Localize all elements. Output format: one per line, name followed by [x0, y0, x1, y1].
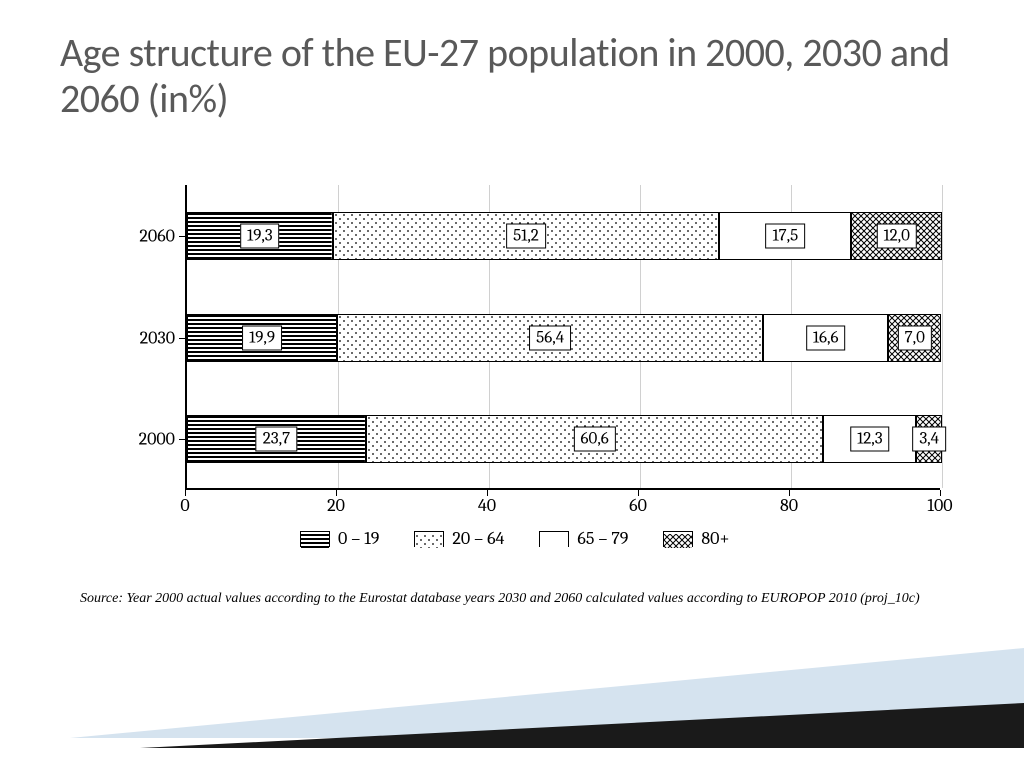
data-label: 17,5	[765, 223, 805, 248]
y-category-label: 2060	[139, 225, 175, 246]
legend: 0 – 19 20 – 64 65 – 79 80+	[300, 528, 729, 549]
x-tick-label: 40	[478, 495, 496, 516]
legend-item: 65 – 79	[539, 528, 628, 549]
data-label: 12,0	[876, 223, 916, 248]
x-tick-mark	[789, 490, 790, 496]
bar-segment: 60,6	[366, 415, 824, 463]
source-note: Source: Year 2000 actual values accordin…	[80, 590, 950, 608]
legend-swatch	[539, 531, 569, 547]
x-tick-mark	[185, 490, 186, 496]
x-tick-label: 0	[180, 495, 189, 516]
y-category-label: 2000	[139, 429, 175, 450]
bar-segment: 12,0	[851, 212, 942, 260]
bar-segment: 12,3	[823, 415, 916, 463]
plot-area: 19,3 51,2 17,5 12,0 19,9 56,4 16,6 7,0 23,7 60,6 1…	[185, 185, 940, 490]
legend-item: 20 – 64	[414, 528, 504, 549]
legend-item: 0 – 19	[300, 528, 379, 549]
data-label: 51,2	[506, 223, 546, 248]
data-label: 19,3	[240, 223, 280, 248]
x-tick-label: 80	[780, 495, 798, 516]
legend-label: 80+	[701, 528, 729, 549]
bar-row: 19,9 56,4 16,6 7,0	[187, 314, 940, 362]
bar-segment: 17,5	[719, 212, 851, 260]
legend-swatch	[414, 531, 444, 547]
chart: 19,3 51,2 17,5 12,0 19,9 56,4 16,6 7,0 23,7 60,6 1…	[130, 185, 940, 505]
legend-item: 80+	[663, 528, 729, 549]
data-label: 60,6	[574, 427, 616, 452]
data-label: 23,7	[256, 427, 297, 452]
data-label: 3,4	[912, 427, 946, 452]
x-tick-mark	[487, 490, 488, 496]
data-label: 12,3	[850, 427, 890, 452]
bar-segment: 56,4	[337, 314, 763, 362]
bar-segment: 51,2	[333, 212, 720, 260]
x-tick-mark	[336, 490, 337, 496]
data-label: 56,4	[529, 325, 571, 350]
x-tick-mark	[638, 490, 639, 496]
bar-segment: 19,3	[187, 212, 333, 260]
legend-label: 20 – 64	[452, 528, 504, 549]
decorative-wedge	[0, 648, 1024, 768]
bar-segment: 7,0	[888, 314, 941, 362]
data-label: 7,0	[898, 325, 932, 350]
legend-swatch	[663, 531, 693, 547]
bar-row: 23,7 60,6 12,3 3,4	[187, 415, 940, 463]
y-tick-mark	[179, 439, 185, 440]
y-tick-mark	[179, 338, 185, 339]
bar-row: 19,3 51,2 17,5 12,0	[187, 212, 940, 260]
y-tick-mark	[179, 236, 185, 237]
bar-segment: 23,7	[187, 415, 366, 463]
legend-label: 0 – 19	[338, 528, 379, 549]
y-category-label: 2030	[140, 327, 175, 348]
chart-title: Age structure of the EU-27 population in…	[60, 30, 1024, 122]
bar-segment: 19,9	[187, 314, 337, 362]
data-label: 16,6	[806, 325, 846, 350]
x-tick-label: 100	[927, 495, 952, 516]
x-tick-label: 20	[327, 495, 345, 516]
data-label: 19,9	[242, 325, 282, 350]
bar-segment: 3,4	[916, 415, 942, 463]
bar-segment: 16,6	[763, 314, 888, 362]
x-tick-mark	[940, 490, 941, 496]
x-tick-label: 60	[629, 495, 647, 516]
legend-label: 65 – 79	[577, 528, 628, 549]
legend-swatch	[300, 531, 330, 547]
